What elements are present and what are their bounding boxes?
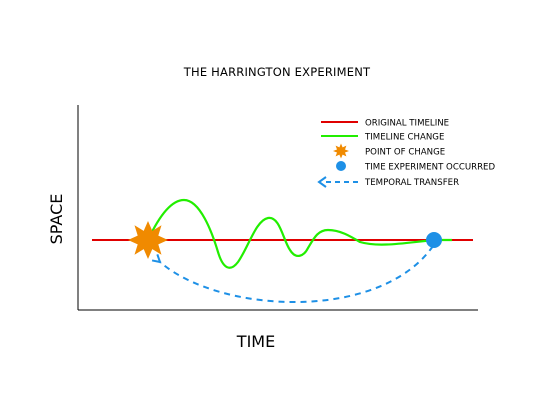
y-axis-label: SPACE (47, 194, 66, 245)
diagram-title: THE HARRINGTON EXPERIMENT (183, 65, 371, 79)
axes (77, 105, 478, 311)
legend-label: TEMPORAL TRANSFER (364, 178, 459, 188)
point-of-change-star-burst-icon (128, 221, 168, 259)
legend-item-time-experiment: TIME EXPERIMENT OCCURRED (336, 161, 495, 173)
legend: ORIGINAL TIMELINE TIMELINE CHANGE POINT … (317, 119, 495, 188)
timeline-change-curve (147, 198, 452, 269)
temporal-transfer-arrow (160, 245, 434, 304)
x-axis-label: TIME (236, 332, 275, 351)
legend-item-temporal-transfer: TEMPORAL TRANSFER (317, 176, 459, 188)
experiment-point-circle-icon (426, 232, 442, 248)
legend-circle-icon (336, 161, 346, 171)
legend-item-original-timeline: ORIGINAL TIMELINE (321, 119, 449, 129)
legend-label: TIME EXPERIMENT OCCURRED (364, 163, 495, 173)
legend-arrowhead-icon (317, 176, 327, 188)
legend-label: POINT OF CHANGE (365, 148, 445, 158)
legend-star-burst-icon (333, 143, 349, 159)
legend-item-timeline-change: TIMELINE CHANGE (321, 133, 444, 143)
legend-label: ORIGINAL TIMELINE (365, 119, 449, 129)
legend-label: TIMELINE CHANGE (364, 133, 444, 143)
legend-item-point-of-change: POINT OF CHANGE (333, 143, 445, 159)
